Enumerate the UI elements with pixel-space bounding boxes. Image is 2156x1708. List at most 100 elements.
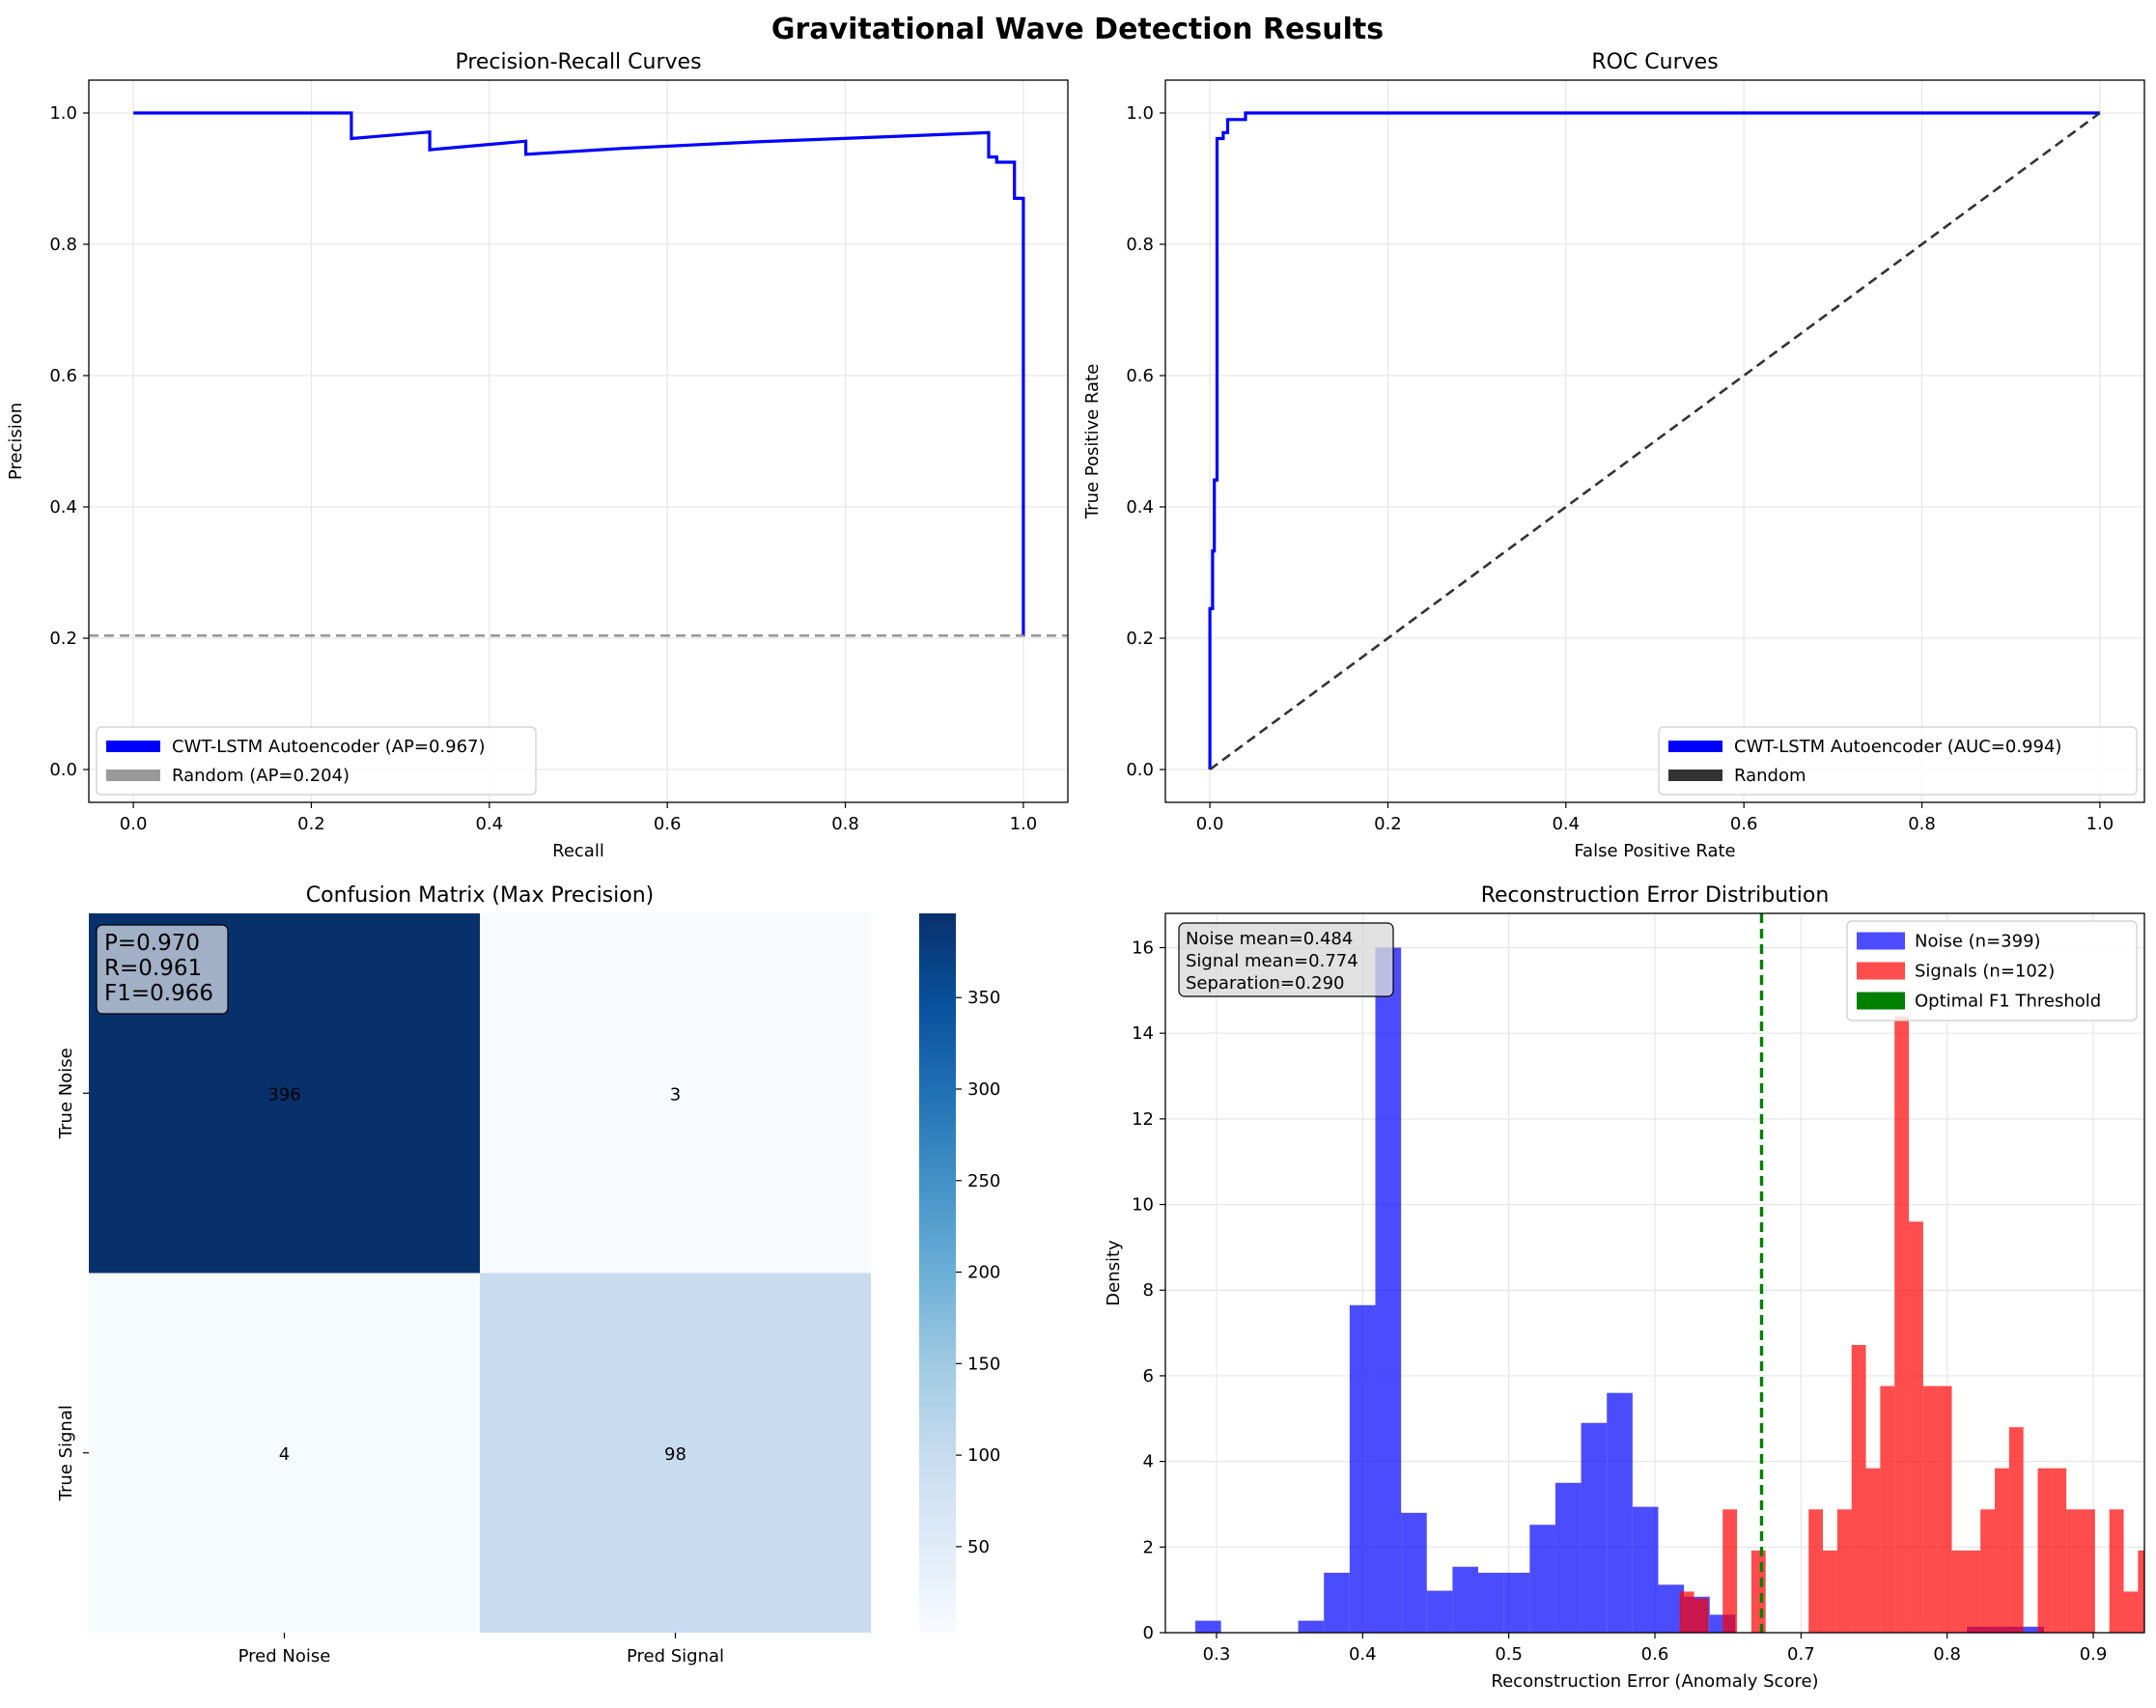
series-line-model (133, 111, 1025, 636)
legend-label: Random (AP=0.204) (172, 766, 350, 786)
legend-swatch (1857, 932, 1905, 950)
annotation-line: F1=0.966 (104, 981, 213, 1006)
legend: Noise (n=399) Signals (n=102) Optimal F1 T… (1846, 920, 2138, 1022)
y-tick-label: 2 (1143, 1537, 1154, 1557)
x-tick-label: 0.6 (1730, 814, 1758, 834)
legend-swatch (1668, 741, 1722, 752)
x-tick-label: 0.6 (654, 814, 682, 834)
row-label: True Noise (56, 1048, 76, 1139)
noise-bar (1349, 1304, 1376, 1633)
axes-title: Precision-Recall Curves (455, 50, 701, 74)
axes-title: ROC Curves (1591, 50, 1718, 74)
annotation-line: P=0.970 (104, 931, 200, 956)
y-tick-label: 0.4 (49, 497, 77, 518)
signal-bar (1722, 1509, 1738, 1633)
noise-bar (1401, 1512, 1427, 1633)
y-tick-label: 0.8 (49, 235, 77, 255)
col-label: Pred Noise (238, 1646, 331, 1666)
noise-bar (1426, 1590, 1453, 1633)
signal-bar (1980, 1509, 1996, 1633)
legend: CWT-LSTM Autoencoder (AUC=0.994) Random (1658, 726, 2138, 796)
signal-bar (2081, 1509, 2095, 1633)
stats-line: Separation=0.290 (1186, 973, 1344, 994)
y-tick-label: 0.0 (1126, 760, 1154, 780)
y-axis-label: True Positive Rate (1082, 364, 1103, 519)
legend-label: CWT-LSTM Autoencoder (AUC=0.994) (1734, 737, 2061, 757)
x-tick-label: 1.0 (1010, 814, 1038, 834)
noise-bar (1324, 1572, 1350, 1633)
colorbar-tick-label: 300 (967, 1079, 1000, 1100)
y-tick-label: 10 (1132, 1195, 1154, 1216)
legend-swatch (1857, 992, 1905, 1010)
precision-recall-panel: 0.0 0.2 0.4 0.6 0.8 1.0 0.0 0.2 0.4 0.6 0.8 1.0 Prec… (6, 50, 1069, 861)
y-tick-label: 12 (1132, 1109, 1154, 1130)
noise-bar (1607, 1392, 1633, 1633)
x-tick-label: 0.0 (1196, 814, 1224, 834)
stats-box (1178, 922, 1394, 997)
noise-bar (1658, 1584, 1685, 1633)
heatmap-cell (89, 1273, 480, 1633)
noise-bar (1452, 1566, 1479, 1633)
reconstruction-error-panel: 0.3 0.4 0.5 0.6 0.7 0.8 0.9 0 2 4 6 8 10 12 14 16 Recons… (1104, 883, 2145, 1692)
signal-bar (1909, 1221, 1923, 1633)
noise-bar (1298, 1620, 1325, 1633)
signal-bar (1808, 1509, 1824, 1633)
signal-bar (2123, 1591, 2139, 1633)
x-axis-label: Reconstruction Error (Anomaly Score) (1491, 1671, 1818, 1692)
y-tick-label: 0.8 (1126, 235, 1154, 255)
signal-bar (1694, 1598, 1709, 1633)
x-tick-label: 0.7 (1787, 1644, 1815, 1665)
y-tick-label: 16 (1132, 938, 1154, 958)
x-tick-label: 0.6 (1641, 1644, 1669, 1665)
y-tick-label: 0.6 (49, 366, 77, 386)
signal-bar (1894, 1016, 1910, 1633)
legend-box (1846, 920, 2138, 1022)
colorbar-tick-label: 100 (967, 1445, 1000, 1466)
noise-bar (1375, 947, 1402, 1633)
y-tick-label: 0.6 (1126, 366, 1154, 386)
signal-bar (2037, 1468, 2053, 1633)
noise-bar (1503, 1572, 1530, 1633)
signal-bar (2008, 1427, 2024, 1633)
x-tick-label: 0.2 (297, 814, 325, 834)
x-tick-label: 0.8 (1908, 814, 1936, 834)
y-tick-label: 1.0 (1126, 103, 1154, 124)
y-tick-label: 8 (1143, 1280, 1154, 1301)
x-tick-label: 0.5 (1495, 1644, 1523, 1665)
legend-label: Signals (n=102) (1915, 962, 2055, 982)
signal-bar (1995, 1468, 2009, 1633)
legend-label: Noise (n=399) (1915, 932, 2041, 952)
y-tick-label: 6 (1143, 1366, 1154, 1386)
y-axis-label: Density (1104, 1240, 1124, 1306)
confusion-matrix-panel: 396 3 4 98 Pred Noise Pred Signal True Noise Tr… (56, 883, 1000, 1666)
x-tick-label: 0.3 (1203, 1644, 1231, 1665)
axes-frame (1164, 79, 2145, 803)
signal-bar (1823, 1550, 1837, 1633)
x-tick-label: 0.2 (1374, 814, 1402, 834)
colorbar-tick-label: 200 (967, 1263, 1000, 1283)
cell-value: 4 (279, 1444, 290, 1465)
heatmap-cell (480, 913, 871, 1274)
signal-bar (1951, 1550, 1967, 1633)
colorbar (919, 913, 956, 1633)
legend-swatch (1668, 770, 1722, 781)
y-axis-label: Precision (6, 403, 26, 480)
heatmap-cell (480, 1273, 871, 1633)
cell-value: 98 (664, 1444, 686, 1465)
x-tick-label: 0.4 (475, 814, 503, 834)
axes-title: Reconstruction Error Distribution (1481, 883, 1830, 908)
stats-line: Signal mean=0.774 (1186, 951, 1358, 971)
y-tick-label: 1.0 (49, 103, 77, 124)
y-tick-label: 0.2 (1126, 629, 1154, 649)
x-tick-label: 0.9 (2080, 1644, 2108, 1665)
series-line-model (1208, 111, 2100, 770)
y-tick-label: 0.4 (1126, 497, 1154, 518)
x-tick-label: 0.4 (1349, 1644, 1377, 1665)
signal-bar (1679, 1591, 1694, 1633)
row-label: True Signal (56, 1405, 76, 1501)
legend-label: CWT-LSTM Autoencoder (AP=0.967) (172, 737, 486, 757)
legend-swatch (1857, 962, 1905, 980)
noise-bar (2018, 1626, 2045, 1633)
